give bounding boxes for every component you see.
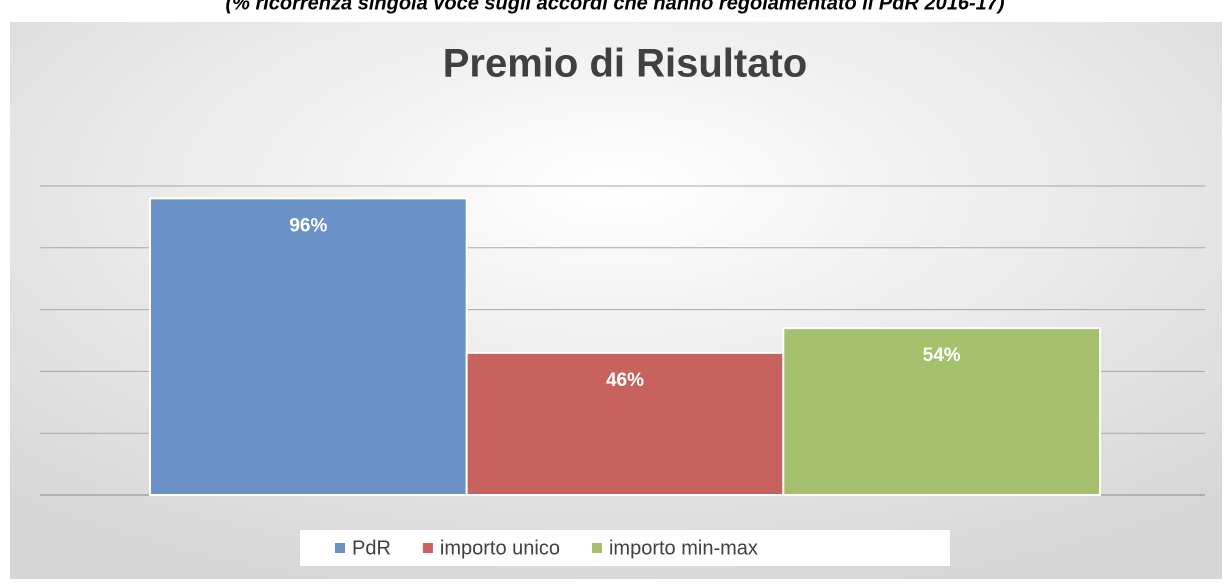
- bar: [782, 327, 1101, 497]
- chart-note: (% ricorrenza singola voce sugli accordi…: [225, 0, 1004, 14]
- legend-swatch: [591, 543, 602, 553]
- legend-swatch: [422, 543, 433, 553]
- legend-label: PdR: [352, 537, 391, 559]
- legend-box: [300, 530, 950, 566]
- chart-title: Premio di Risultato: [443, 42, 808, 86]
- bar: [465, 351, 785, 496]
- data-label: 54%: [923, 345, 961, 366]
- legend-swatch: [335, 543, 345, 553]
- bar: [149, 197, 468, 497]
- data-label: 46%: [606, 370, 644, 391]
- data-label: 96%: [289, 215, 327, 236]
- legend-label: importo min-max: [609, 537, 758, 559]
- legend-label: importo unico: [440, 537, 560, 559]
